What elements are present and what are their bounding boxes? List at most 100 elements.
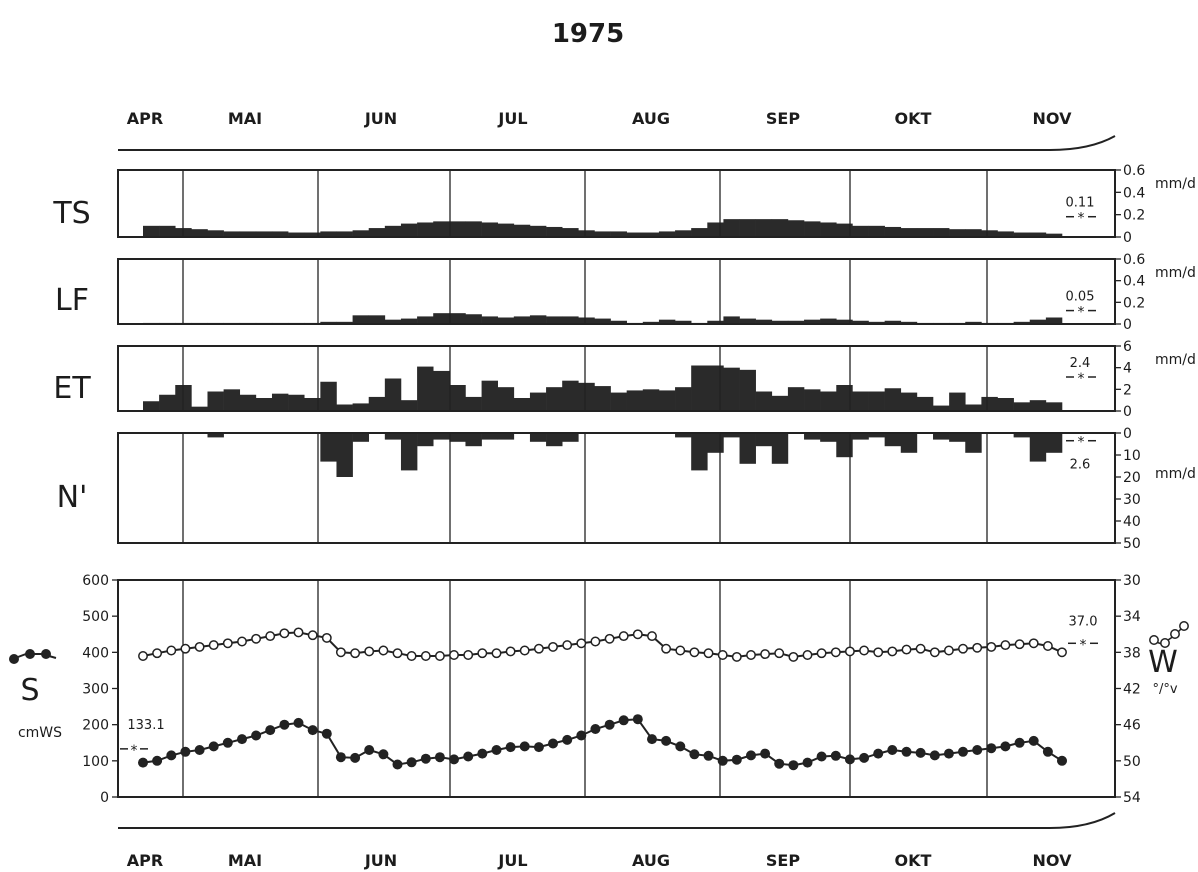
series-w: * 37.0 xyxy=(138,614,1098,662)
bar xyxy=(1045,433,1063,453)
right-axis-label: W xyxy=(1148,645,1178,680)
mean-asterisk: * xyxy=(1078,211,1085,227)
bar xyxy=(900,321,918,324)
data-point xyxy=(844,754,855,765)
bar xyxy=(852,391,869,411)
bottom-brace xyxy=(118,812,1116,829)
bar xyxy=(352,403,370,411)
data-point xyxy=(477,648,488,659)
data-point xyxy=(929,750,940,761)
bar xyxy=(658,390,676,411)
bar xyxy=(642,232,660,237)
bar xyxy=(336,433,353,477)
mean-asterisk: * xyxy=(1078,435,1085,451)
bar xyxy=(417,222,434,237)
data-point xyxy=(1000,640,1011,651)
data-point xyxy=(152,648,163,659)
data-point xyxy=(251,633,262,644)
right-axis-unit: °/°v xyxy=(1152,682,1177,697)
bar xyxy=(465,221,482,237)
data-point xyxy=(689,749,700,760)
data-point xyxy=(731,754,742,765)
data-point xyxy=(816,648,827,659)
data-point xyxy=(1014,639,1025,650)
data-point xyxy=(859,752,870,763)
bar xyxy=(981,396,998,411)
bar xyxy=(1013,433,1031,438)
bar xyxy=(1045,233,1063,237)
data-point xyxy=(519,741,530,752)
data-point xyxy=(647,734,657,745)
bar xyxy=(739,433,756,464)
bar xyxy=(400,433,418,471)
bar xyxy=(610,231,627,237)
data-point xyxy=(533,742,544,753)
data-point xyxy=(717,755,728,766)
data-point xyxy=(208,640,219,651)
data-point xyxy=(548,738,558,749)
bar xyxy=(159,394,176,411)
bar xyxy=(223,389,241,411)
data-point xyxy=(661,735,672,746)
data-point xyxy=(859,645,870,656)
data-point xyxy=(562,734,573,745)
bar xyxy=(933,433,950,440)
data-point xyxy=(986,641,997,652)
data-point xyxy=(915,747,926,758)
data-point xyxy=(760,748,771,759)
bar xyxy=(143,225,160,237)
data-point xyxy=(293,627,304,638)
bar xyxy=(949,433,966,442)
data-point xyxy=(746,650,756,660)
bar xyxy=(675,320,692,324)
bar xyxy=(771,320,789,324)
data-point xyxy=(222,737,233,748)
data-point xyxy=(844,646,855,657)
bar xyxy=(433,313,450,324)
bar xyxy=(207,391,224,411)
data-point xyxy=(1014,737,1025,748)
left-tick-label: 300 xyxy=(82,682,109,698)
bar xyxy=(965,321,982,324)
bar xyxy=(143,401,160,411)
right-tick-label: 54 xyxy=(1123,790,1141,806)
bar xyxy=(691,433,708,471)
bar xyxy=(594,318,611,324)
y-tick-label: 0.4 xyxy=(1123,274,1145,290)
data-point xyxy=(335,752,346,763)
bar xyxy=(562,228,579,237)
panel-et: ET 6 4 2 0 mm/d *2.4 xyxy=(53,339,1196,420)
bar xyxy=(255,398,273,411)
bar xyxy=(288,394,305,411)
month-label-bottom: APR xyxy=(127,851,163,870)
bar xyxy=(900,228,918,237)
bar xyxy=(497,433,515,440)
data-point xyxy=(943,748,954,759)
data-point xyxy=(802,757,813,768)
bar xyxy=(739,219,756,237)
data-point xyxy=(618,631,629,642)
bar xyxy=(529,433,547,442)
bar xyxy=(513,316,531,324)
bar xyxy=(400,223,418,237)
bar xyxy=(755,433,773,447)
data-point xyxy=(632,629,643,640)
unit-label: mm/d xyxy=(1155,466,1196,482)
chart-title: 1975 xyxy=(552,19,624,49)
bar xyxy=(578,382,595,411)
bar xyxy=(820,222,837,237)
bar xyxy=(449,221,466,237)
mean-label: 0.11 xyxy=(1066,196,1095,211)
data-point xyxy=(321,728,332,739)
y-tick-label: 40 xyxy=(1123,514,1141,530)
data-point xyxy=(251,730,262,741)
bar xyxy=(529,392,547,411)
bar xyxy=(949,392,966,411)
left-tick-label: 0 xyxy=(100,790,109,806)
data-point xyxy=(661,643,672,654)
bar xyxy=(336,231,353,237)
data-point xyxy=(420,753,431,764)
y-tick-label: 0 xyxy=(1123,317,1132,333)
bar xyxy=(529,225,547,237)
